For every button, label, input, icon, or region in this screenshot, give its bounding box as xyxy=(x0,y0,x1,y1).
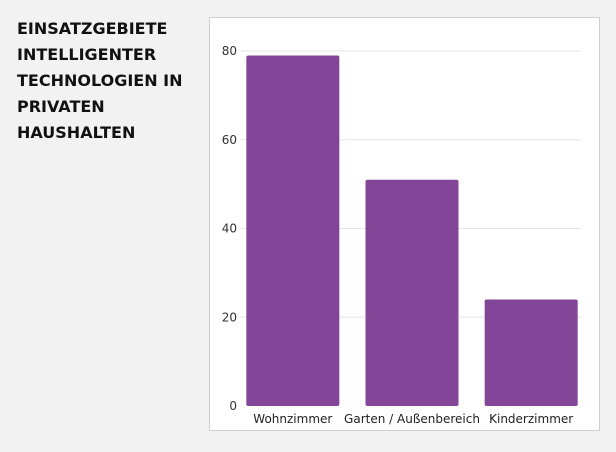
bar-wohnzimmer xyxy=(246,55,340,406)
bar-garten-außenbereich xyxy=(365,179,459,406)
chart-title: EINSATZGEBIETE INTELLIGENTER TECHNOLOGIE… xyxy=(17,19,183,142)
bars xyxy=(246,55,578,406)
x-category-label: Wohnzimmer xyxy=(253,412,332,426)
y-tick-label: 80 xyxy=(222,44,237,58)
chart-panel: 0 20 40 60 80 Wohnzimmer Garten / Außenbereic… xyxy=(209,17,600,431)
y-tick-label: 60 xyxy=(222,133,237,147)
y-tick-label: 0 xyxy=(229,399,237,413)
x-category-label: Garten / Außenbereich xyxy=(344,412,480,426)
bar-chart: 0 20 40 60 80 Wohnzimmer Garten / Außenbereic… xyxy=(222,44,581,426)
y-tick-label: 40 xyxy=(222,222,237,236)
y-axis-ticks: 0 20 40 60 80 xyxy=(222,44,237,413)
y-tick-label: 20 xyxy=(222,310,237,324)
bar-kinderzimmer xyxy=(484,299,578,406)
x-axis-labels: Wohnzimmer Garten / Außenbereich Kinderzim… xyxy=(253,412,573,426)
x-category-label: Kinderzimmer xyxy=(489,412,573,426)
